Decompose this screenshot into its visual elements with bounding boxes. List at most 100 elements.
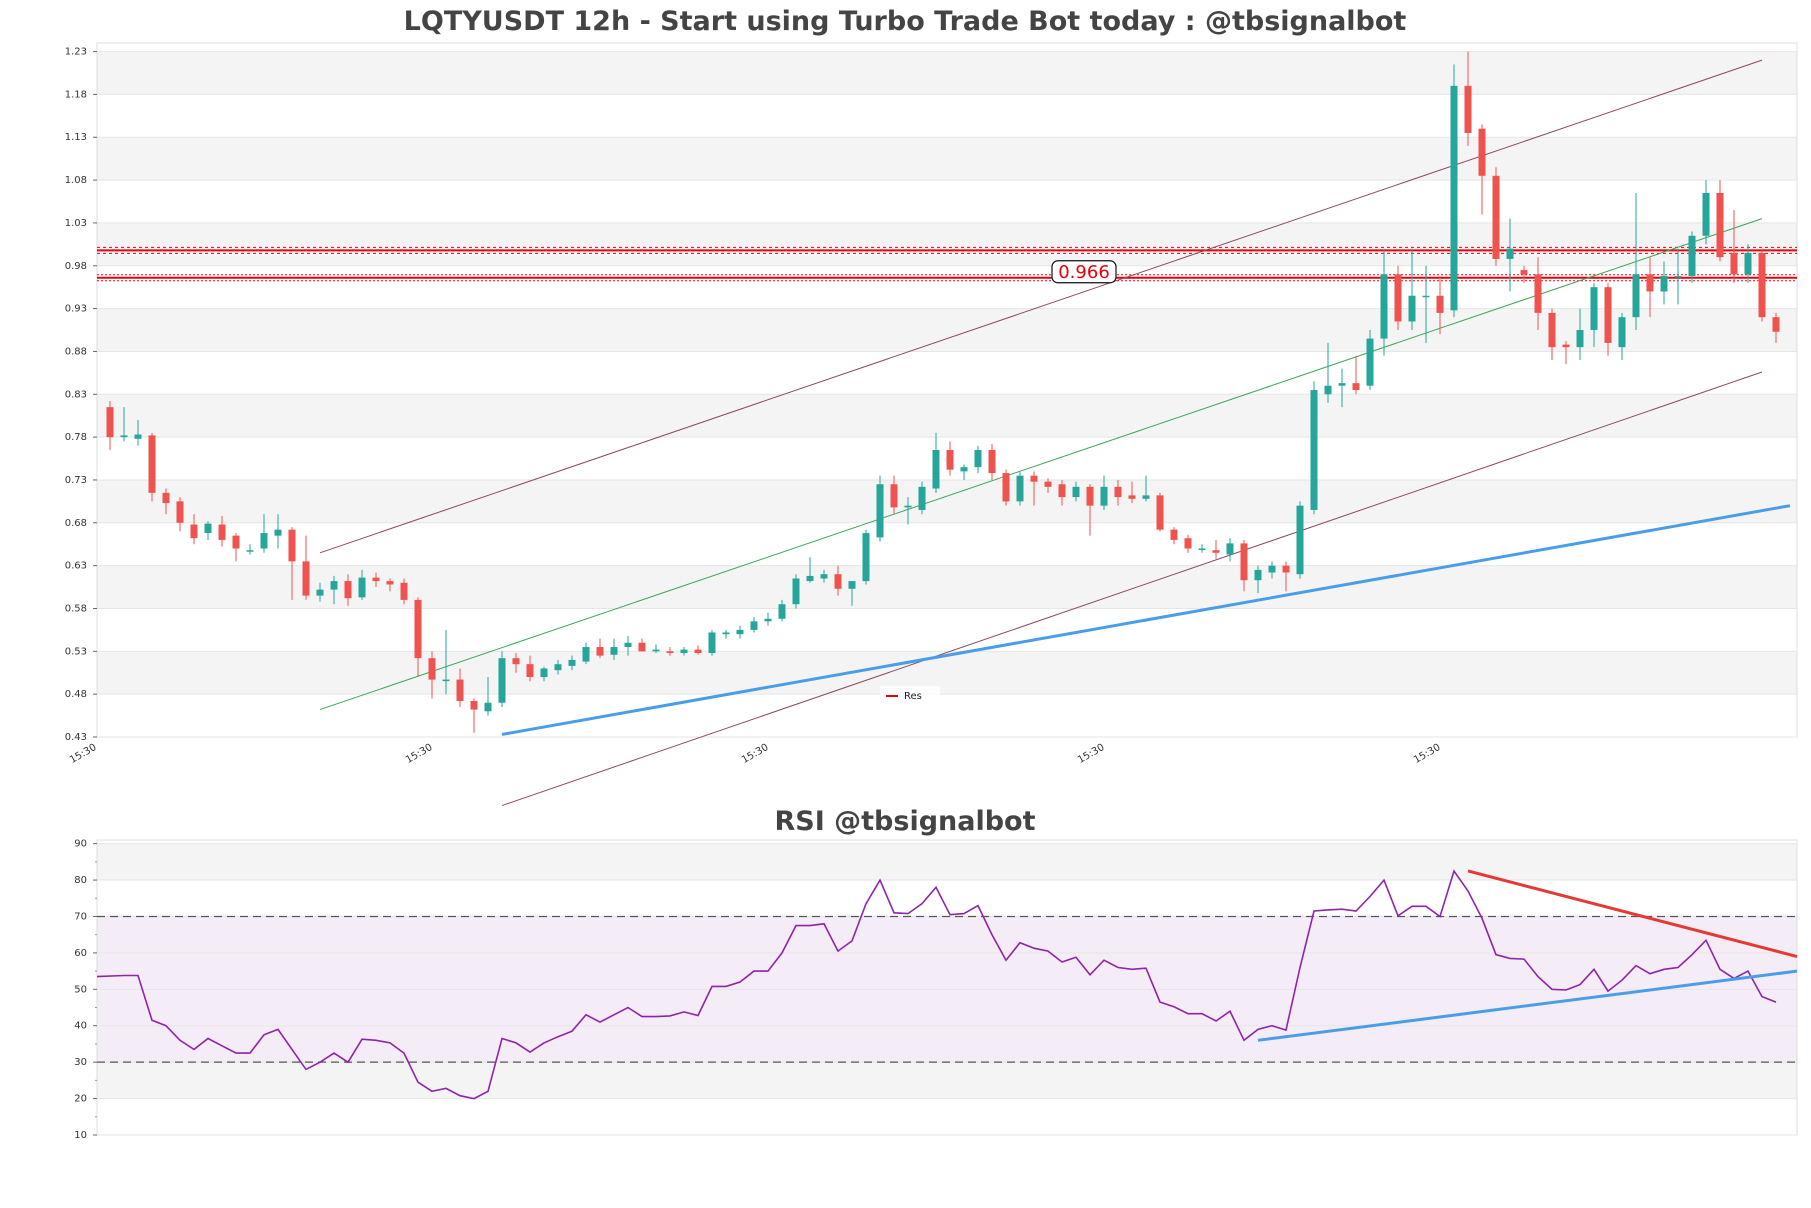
candle-body bbox=[1730, 252, 1738, 275]
legend-res-label: Res bbox=[904, 691, 922, 702]
rsi-y-tick-label: 50 bbox=[74, 984, 87, 995]
candle-body bbox=[652, 649, 660, 652]
price-y-tick-label: 0.58 bbox=[65, 603, 87, 614]
candle-body bbox=[232, 535, 240, 549]
candle-body bbox=[344, 581, 352, 599]
candle-body bbox=[246, 550, 254, 552]
candle-body bbox=[862, 533, 870, 582]
candle-body bbox=[428, 658, 436, 680]
resistance-value-box bbox=[1051, 260, 1117, 284]
price-y-tick-label: 1.23 bbox=[65, 47, 87, 58]
price-grid-band bbox=[97, 308, 1797, 352]
candle-body bbox=[1212, 550, 1220, 553]
price-grid-band bbox=[97, 137, 1797, 181]
candle-body bbox=[1058, 484, 1066, 498]
candle-body bbox=[288, 529, 296, 562]
candle-body bbox=[792, 578, 800, 605]
candle-body bbox=[498, 658, 506, 703]
price-x-tick-label: 15:30 bbox=[740, 742, 770, 766]
candle-body bbox=[680, 649, 688, 654]
candle-body bbox=[1520, 270, 1528, 275]
candle-body bbox=[190, 524, 198, 539]
candle-body bbox=[1632, 274, 1640, 318]
price-grid-band bbox=[97, 565, 1797, 609]
price-grid-band bbox=[97, 222, 1797, 266]
candle-body bbox=[106, 407, 114, 438]
candle-body bbox=[1352, 383, 1360, 390]
rsi-grid-band bbox=[97, 1062, 1797, 1099]
candle-body bbox=[554, 664, 562, 671]
candle-body bbox=[1184, 538, 1192, 549]
candle-body bbox=[1114, 486, 1122, 498]
candle-body bbox=[610, 647, 618, 655]
support-trend-line bbox=[501, 504, 1791, 736]
candle-body bbox=[1716, 192, 1724, 258]
candle-body bbox=[834, 574, 842, 589]
main-chart-title: LQTYUSDT 12h - Start using Turbo Trade B… bbox=[404, 6, 1407, 37]
price-y-tick-label: 0.53 bbox=[65, 646, 87, 657]
candle-body bbox=[1156, 495, 1164, 530]
price-x-tick-label: 15:30 bbox=[68, 742, 98, 766]
candle-body bbox=[1422, 295, 1430, 298]
price-grid-band bbox=[97, 651, 1797, 695]
candle-body bbox=[414, 599, 422, 659]
price-y-tick-label: 1.08 bbox=[65, 175, 87, 186]
candle-body bbox=[1366, 338, 1374, 386]
candle-body bbox=[988, 449, 996, 474]
candle-body bbox=[1310, 390, 1318, 510]
rsi-y-tick-label: 70 bbox=[74, 911, 87, 922]
candle-body bbox=[960, 467, 968, 472]
candle-body bbox=[1702, 192, 1710, 236]
candle-body bbox=[1590, 287, 1598, 331]
candle-body bbox=[596, 647, 604, 656]
price-y-tick-label: 0.68 bbox=[65, 518, 87, 529]
candle-body bbox=[120, 435, 128, 438]
price-grid-band bbox=[97, 479, 1797, 523]
rsi-line bbox=[96, 869, 1777, 1100]
candle-body bbox=[456, 679, 464, 702]
candle-body bbox=[1240, 543, 1248, 581]
candle-body bbox=[568, 659, 576, 666]
candle-body bbox=[204, 523, 212, 534]
price-x-tick-label: 15:30 bbox=[1412, 742, 1442, 766]
candle-body bbox=[932, 449, 940, 489]
candle-body bbox=[666, 651, 674, 654]
candle-body bbox=[1030, 475, 1038, 482]
candle-body bbox=[1268, 565, 1276, 573]
rsi-y-tick-label: 80 bbox=[74, 875, 87, 886]
candle-body bbox=[750, 621, 758, 630]
price-x-tick-label: 15:30 bbox=[404, 742, 434, 766]
candle-body bbox=[134, 434, 142, 439]
candle-body bbox=[1506, 248, 1514, 259]
candle-body bbox=[540, 668, 548, 678]
price-y-tick-label: 0.78 bbox=[65, 432, 87, 443]
candle-body bbox=[1086, 486, 1094, 506]
candle-body bbox=[1002, 473, 1010, 502]
channel-lower-line bbox=[501, 371, 1763, 807]
candle-body bbox=[176, 501, 184, 523]
price-x-tick-label: 15:30 bbox=[1076, 742, 1106, 766]
candle-body bbox=[512, 658, 520, 665]
candle-body bbox=[442, 679, 450, 682]
candle-body bbox=[1394, 274, 1402, 322]
price-y-tick-label: 0.98 bbox=[65, 261, 87, 272]
candle-body bbox=[1436, 295, 1444, 313]
price-y-tick-label: 0.48 bbox=[65, 689, 87, 700]
candle-body bbox=[1128, 495, 1136, 499]
candle-body bbox=[400, 582, 408, 600]
candle-body bbox=[1170, 529, 1178, 540]
candle-body bbox=[736, 629, 744, 635]
candle-body bbox=[918, 486, 926, 510]
candle-body bbox=[1660, 276, 1668, 292]
candle-body bbox=[1492, 175, 1500, 259]
rsi-y-tick-label: 90 bbox=[74, 839, 87, 850]
price-grid-band bbox=[97, 394, 1797, 438]
candle-body bbox=[778, 604, 786, 619]
candle-body bbox=[274, 529, 282, 536]
candle-body bbox=[218, 524, 226, 540]
price-y-tick-label: 1.13 bbox=[65, 132, 87, 143]
price-y-tick-label: 1.18 bbox=[65, 89, 87, 100]
candle-body bbox=[330, 581, 338, 590]
candle-body bbox=[582, 647, 590, 662]
